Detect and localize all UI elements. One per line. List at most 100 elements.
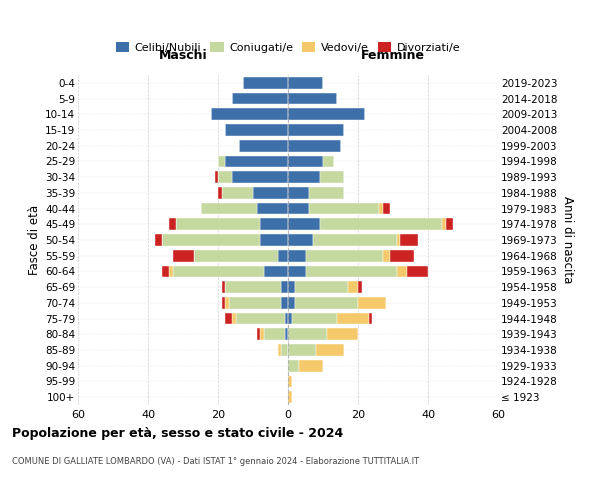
Bar <box>176 218 260 230</box>
Bar <box>277 250 288 262</box>
Bar <box>397 266 407 278</box>
Bar <box>288 297 295 308</box>
Bar <box>288 124 344 136</box>
Bar <box>169 266 173 278</box>
Bar <box>218 171 232 183</box>
Bar <box>288 202 309 214</box>
Y-axis label: Fasce di età: Fasce di età <box>28 205 41 275</box>
Bar <box>288 218 320 230</box>
Bar <box>288 360 299 372</box>
Bar <box>305 250 383 262</box>
Bar <box>225 156 288 168</box>
Bar <box>215 171 218 183</box>
Bar <box>292 312 337 324</box>
Bar <box>326 328 358 340</box>
Bar <box>281 344 288 356</box>
Bar <box>225 297 229 308</box>
Bar <box>253 187 288 198</box>
Bar <box>288 266 305 278</box>
Bar <box>288 312 292 324</box>
Bar <box>320 171 344 183</box>
Bar <box>232 171 288 183</box>
Text: Popolazione per età, sesso e stato civile - 2024: Popolazione per età, sesso e stato civil… <box>12 428 343 440</box>
Bar <box>407 266 428 278</box>
Bar <box>309 187 344 198</box>
Bar <box>225 312 232 324</box>
Bar <box>288 140 341 151</box>
Bar <box>281 297 288 308</box>
Bar <box>173 266 263 278</box>
Bar <box>397 234 400 246</box>
Bar <box>347 281 358 293</box>
Bar <box>288 108 365 120</box>
Bar <box>218 156 225 168</box>
Bar <box>235 312 284 324</box>
Bar <box>358 281 361 293</box>
Bar <box>221 281 225 293</box>
Bar <box>316 344 344 356</box>
Bar <box>295 297 358 308</box>
Bar <box>299 360 323 372</box>
Bar <box>260 234 288 246</box>
Bar <box>221 187 253 198</box>
Bar <box>218 187 221 198</box>
Bar <box>442 218 445 230</box>
Bar <box>337 312 368 324</box>
Bar <box>288 77 323 89</box>
Bar <box>281 281 288 293</box>
Bar <box>379 202 383 214</box>
Bar <box>295 281 347 293</box>
Bar <box>383 202 389 214</box>
Text: COMUNE DI GALLIATE LOMBARDO (VA) - Dati ISTAT 1° gennaio 2024 - Elaborazione TUT: COMUNE DI GALLIATE LOMBARDO (VA) - Dati … <box>12 458 419 466</box>
Bar <box>288 281 295 293</box>
Bar <box>309 202 379 214</box>
Bar <box>225 281 281 293</box>
Bar <box>263 266 288 278</box>
Bar <box>193 250 277 262</box>
Bar <box>288 156 323 168</box>
Bar <box>263 328 284 340</box>
Bar <box>200 202 257 214</box>
Bar <box>232 312 235 324</box>
Bar <box>169 218 176 230</box>
Bar <box>288 344 316 356</box>
Bar <box>305 266 397 278</box>
Bar <box>368 312 372 324</box>
Bar <box>358 297 386 308</box>
Bar <box>288 391 292 403</box>
Bar <box>288 171 320 183</box>
Bar <box>162 266 169 278</box>
Bar <box>288 234 313 246</box>
Legend: Celibi/Nubili, Coniugati/e, Vedovi/e, Divorziati/e: Celibi/Nubili, Coniugati/e, Vedovi/e, Di… <box>112 38 464 58</box>
Bar <box>221 297 225 308</box>
Bar <box>383 250 389 262</box>
Bar <box>284 312 288 324</box>
Y-axis label: Anni di nascita: Anni di nascita <box>561 196 574 284</box>
Bar <box>229 297 281 308</box>
Bar <box>155 234 162 246</box>
Bar <box>257 202 288 214</box>
Bar <box>277 344 281 356</box>
Bar <box>313 234 397 246</box>
Bar <box>211 108 288 120</box>
Bar <box>260 328 263 340</box>
Bar <box>288 328 326 340</box>
Bar <box>288 250 305 262</box>
Bar <box>288 187 309 198</box>
Bar <box>260 218 288 230</box>
Bar <box>162 234 260 246</box>
Bar <box>257 328 260 340</box>
Bar <box>389 250 414 262</box>
Bar <box>320 218 442 230</box>
Text: Femmine: Femmine <box>361 49 425 62</box>
Text: Maschi: Maschi <box>158 49 208 62</box>
Bar <box>323 156 334 168</box>
Bar <box>288 92 337 104</box>
Bar <box>445 218 452 230</box>
Bar <box>242 77 288 89</box>
Bar <box>288 376 292 388</box>
Bar <box>239 140 288 151</box>
Bar <box>225 124 288 136</box>
Bar <box>232 92 288 104</box>
Bar <box>284 328 288 340</box>
